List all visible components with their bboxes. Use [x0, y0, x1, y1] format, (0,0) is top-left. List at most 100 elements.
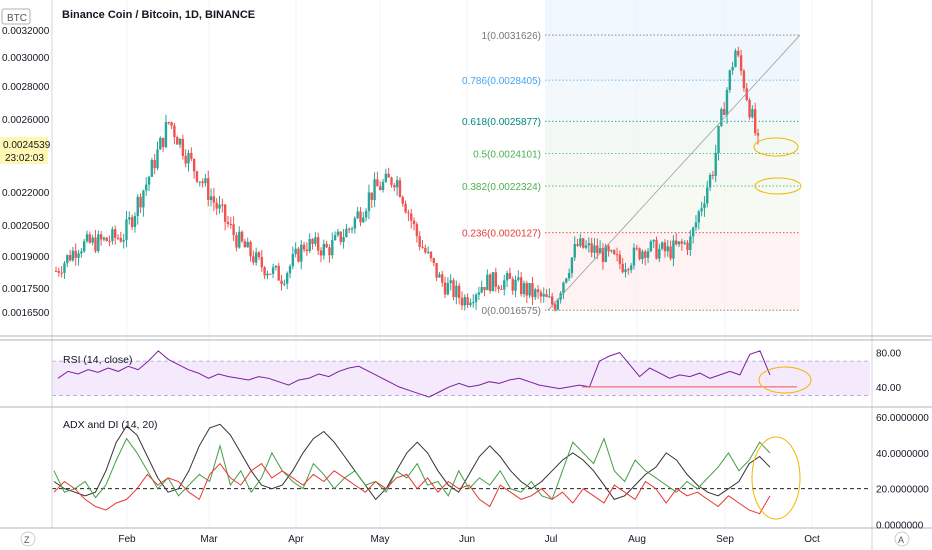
- candle-body: [550, 296, 554, 305]
- candle-body: [97, 234, 100, 252]
- candle-body: [706, 187, 709, 204]
- candle-body: [610, 250, 613, 252]
- candle-body: [632, 247, 636, 266]
- candle-body: [472, 302, 475, 304]
- candle-body: [161, 137, 165, 148]
- fib-label-0_236: 0.236(0.0020127): [462, 229, 541, 240]
- candle-body: [556, 299, 560, 310]
- candle-body: [116, 237, 120, 239]
- fib-label-0_786: 0.786(0.0028405): [462, 76, 541, 87]
- candle-body: [443, 282, 447, 295]
- currency-badge[interactable]: [1, 8, 31, 25]
- candle-body: [226, 221, 230, 224]
- candle-body: [677, 241, 681, 245]
- rsi-line: [57, 350, 771, 398]
- candle-body: [435, 263, 438, 278]
- candle-body: [663, 242, 667, 252]
- fib-zone: [545, 186, 800, 233]
- candle-body: [274, 265, 278, 268]
- candle-body: [232, 224, 235, 236]
- candle-body: [176, 137, 179, 145]
- candle-body: [376, 179, 379, 187]
- candle-body: [57, 271, 61, 273]
- candle-body: [393, 185, 396, 188]
- candle-body: [751, 109, 754, 118]
- candle-body: [401, 196, 404, 204]
- candle-body: [638, 248, 641, 260]
- candle-body: [178, 138, 182, 145]
- candle-body: [553, 304, 557, 310]
- candle-body: [570, 257, 574, 274]
- candle-body: [339, 231, 342, 243]
- candle-body: [517, 277, 520, 280]
- candle-body: [204, 178, 207, 184]
- series-diminus: [53, 462, 771, 515]
- candle-body: [446, 283, 450, 295]
- candle-body: [725, 89, 729, 116]
- candle-body: [753, 109, 757, 134]
- candle-body: [584, 245, 588, 248]
- candle-body: [739, 55, 743, 71]
- candle-body: [387, 173, 390, 178]
- candle-body: [119, 237, 123, 242]
- candle-body: [593, 245, 596, 253]
- candle-body: [649, 241, 653, 252]
- price-tick: 0.0022000: [2, 188, 50, 199]
- candle-body: [192, 158, 196, 172]
- zoom-reset-icon[interactable]: [20, 531, 36, 547]
- candle-body: [590, 243, 593, 253]
- candle-body: [99, 234, 103, 240]
- candle-body: [567, 273, 571, 279]
- candle-body: [173, 125, 176, 138]
- candle-body: [613, 250, 616, 255]
- candle-body: [302, 244, 306, 250]
- fib-label-0_618: 0.618(0.0025877): [462, 117, 541, 128]
- candle-body: [80, 251, 83, 254]
- candle-body: [336, 231, 340, 236]
- candle-body: [477, 292, 481, 295]
- candle-body: [195, 171, 199, 182]
- candle-body: [159, 137, 162, 150]
- candle-body: [689, 236, 692, 250]
- candle-body: [410, 213, 413, 221]
- candle-body: [331, 240, 334, 256]
- candle-body: [703, 203, 706, 209]
- candle-body: [697, 211, 700, 223]
- candle-body: [316, 237, 320, 251]
- candle-body: [474, 294, 478, 303]
- candle-body: [480, 286, 483, 293]
- candle-body: [449, 280, 452, 284]
- candle-body: [565, 278, 568, 283]
- candle-body: [379, 186, 382, 190]
- candle-body: [356, 211, 359, 219]
- candle-body: [629, 265, 633, 270]
- candle-body: [291, 254, 295, 267]
- highlight-fib-0_382: [754, 177, 802, 195]
- candle-body: [519, 277, 523, 295]
- fibonacci-levels: 1(0.0031626) 0.786(0.0028405) 0.618(0.0025…: [462, 31, 800, 317]
- price-tick: 0.0020500: [2, 221, 50, 232]
- candle-body: [263, 267, 266, 276]
- candle-body: [249, 241, 252, 257]
- candle-body: [494, 272, 498, 287]
- candle-body: [384, 173, 388, 182]
- candle-body: [345, 228, 348, 238]
- auto-scale-icon[interactable]: [894, 531, 910, 547]
- candle-body: [500, 288, 503, 290]
- fib-zone: [545, 121, 800, 154]
- candle-body: [305, 249, 309, 251]
- candle-body: [528, 283, 531, 296]
- candle-body: [452, 280, 455, 298]
- annotation-ellipses: [751, 137, 812, 520]
- candle-body: [218, 204, 221, 209]
- candle-body: [511, 278, 514, 291]
- candle-body: [82, 241, 86, 252]
- candle-body: [618, 254, 622, 264]
- candle-body: [708, 174, 712, 188]
- series-diplus: [53, 437, 771, 501]
- candle-body: [147, 176, 151, 185]
- candle-body: [221, 204, 224, 206]
- adx-title: ADX and DI (14, 20): [63, 419, 158, 431]
- candle-body: [483, 286, 486, 291]
